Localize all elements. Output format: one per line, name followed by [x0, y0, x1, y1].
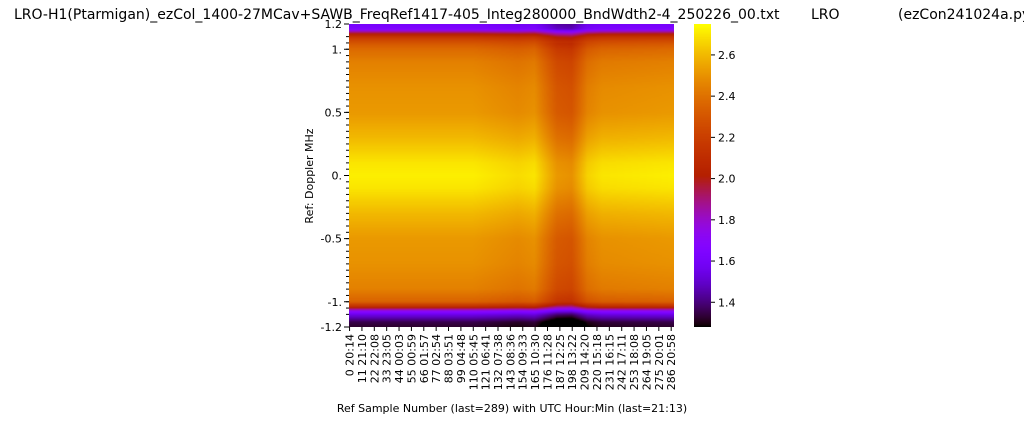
x-tick-label: 0 20:14	[344, 334, 357, 376]
x-tick-label: 165 10:30	[529, 334, 542, 390]
x-tick-label: 132 07:38	[492, 334, 505, 390]
x-tick-label: 286 20:58	[665, 334, 678, 390]
x-tick-label: 11 21:10	[356, 334, 369, 383]
x-tick-label: 66 01:57	[418, 334, 431, 383]
colorbar-tick-label: 2.4	[718, 90, 736, 103]
x-tick-label: 220 15:18	[591, 334, 604, 390]
y-axis-label: Ref: Doppler MHz	[303, 128, 316, 223]
chart-title: LRO-H1(Ptarmigan)_ezCol_1400-27MCav+SAWB…	[14, 7, 780, 23]
y-tick-label: 1.2	[325, 18, 343, 31]
x-tick-label: 33 23:05	[381, 334, 394, 383]
x-tick-label: 275 20:01	[653, 334, 666, 390]
program-label: (ezCon241024a.py)	[898, 7, 1024, 23]
x-tick-label: 44 00:03	[393, 334, 406, 383]
y-axis-ticks: 1.2 1. 0.5 0. -0.5 -1. -1.2	[321, 18, 349, 334]
colorbar-image	[694, 24, 711, 327]
colorbar-tick-label: 2.0	[718, 173, 736, 186]
site-label: LRO	[811, 7, 840, 23]
x-tick-label: 231 16:15	[603, 334, 616, 390]
heatmap-area	[349, 24, 674, 327]
x-tick-label: 110 05:45	[467, 334, 480, 390]
x-tick-label: 88 03:51	[443, 334, 456, 383]
x-tick-label: 209 14:20	[579, 334, 592, 390]
colorbar-tick-label: 2.2	[718, 131, 736, 144]
x-tick-label: 187 12:25	[554, 334, 567, 390]
y-tick-label: -1.2	[321, 321, 342, 334]
x-tick-label: 99 04:48	[455, 334, 468, 383]
x-tick-label: 198 13:22	[566, 334, 579, 390]
x-axis-label: Ref Sample Number (last=289) with UTC Ho…	[337, 402, 687, 415]
x-tick-label: 154 09:33	[517, 334, 530, 390]
x-tick-label: 253 18:08	[628, 334, 641, 390]
y-tick-label: 0.	[332, 170, 343, 183]
x-axis-ticks: 0 20:14 11 21:10 22 22:08 33 23:05 44 00:03 5…	[344, 327, 678, 390]
colorbar-ticks: 1.4 1.6 1.8 2.0 2.2 2.4 2.6	[711, 49, 736, 309]
colorbar	[694, 24, 711, 327]
y-tick-label: -0.5	[321, 233, 342, 246]
x-tick-label: 77 02:54	[430, 334, 443, 383]
colorbar-tick-label: 1.8	[718, 214, 736, 227]
y-tick-label: 1.	[332, 43, 343, 56]
x-tick-label: 242 17:11	[616, 334, 629, 390]
y-tick-label: 0.5	[325, 106, 343, 119]
colorbar-tick-label: 1.4	[718, 296, 736, 309]
colorbar-tick-label: 2.6	[718, 49, 736, 62]
heatmap-image	[349, 24, 674, 327]
x-tick-label: 121 06:41	[480, 334, 493, 390]
colorbar-tick-label: 1.6	[718, 255, 736, 268]
x-tick-label: 264 19:05	[640, 334, 653, 390]
x-tick-label: 143 08:36	[504, 334, 517, 390]
x-tick-label: 176 11:28	[541, 334, 554, 390]
y-tick-label: -1.	[328, 296, 342, 309]
x-tick-label: 55 00:59	[405, 334, 418, 383]
x-tick-label: 22 22:08	[368, 334, 381, 383]
